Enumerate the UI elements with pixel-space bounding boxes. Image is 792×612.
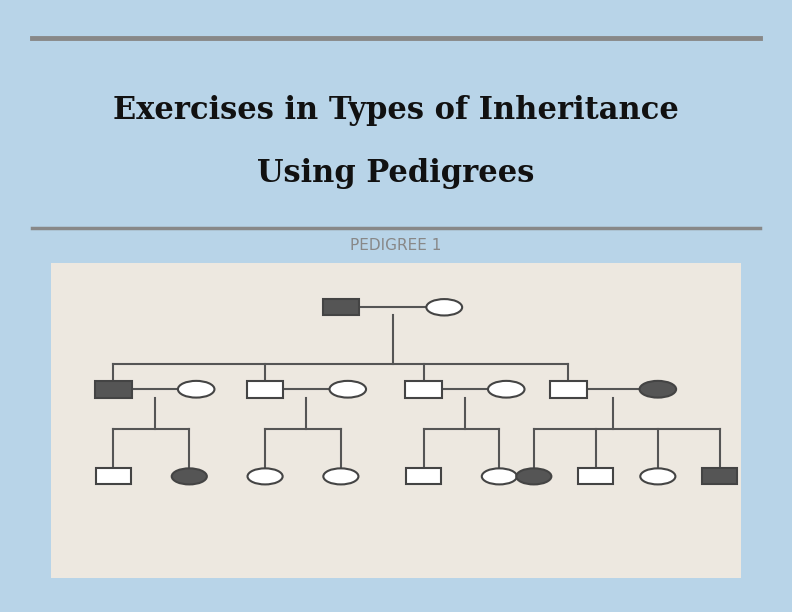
- Bar: [703, 468, 737, 485]
- Bar: [323, 299, 359, 315]
- Circle shape: [178, 381, 215, 398]
- Bar: [96, 468, 131, 485]
- Bar: [578, 468, 613, 485]
- Circle shape: [248, 468, 283, 485]
- FancyBboxPatch shape: [48, 261, 744, 580]
- Bar: [247, 381, 284, 398]
- Text: PEDIGREE 1: PEDIGREE 1: [350, 238, 442, 253]
- Circle shape: [516, 468, 551, 485]
- Circle shape: [488, 381, 524, 398]
- Circle shape: [426, 299, 463, 315]
- Circle shape: [640, 381, 676, 398]
- Text: Using Pedigrees: Using Pedigrees: [257, 158, 535, 189]
- Bar: [95, 381, 131, 398]
- Circle shape: [323, 468, 359, 485]
- Circle shape: [482, 468, 517, 485]
- Bar: [550, 381, 587, 398]
- Bar: [406, 381, 442, 398]
- Bar: [406, 468, 441, 485]
- Circle shape: [329, 381, 366, 398]
- Circle shape: [640, 468, 676, 485]
- Circle shape: [172, 468, 207, 485]
- Text: Exercises in Types of Inheritance: Exercises in Types of Inheritance: [113, 95, 679, 126]
